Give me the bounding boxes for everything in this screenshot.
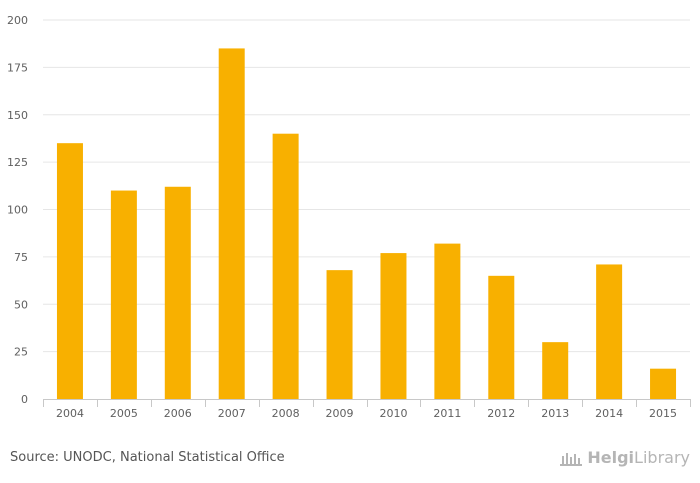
x-tick-label: 2010 [379,407,407,420]
bars [56,48,677,400]
brand-name-regular: Library [634,448,690,467]
bar-2008[interactable] [272,133,299,399]
y-tick-label: 50 [14,298,28,311]
x-tick-label: 2014 [595,407,623,420]
y-tick-label: 100 [7,204,28,217]
y-tick-label: 175 [7,61,28,74]
source-note: Source: UNODC, National Statistical Offi… [10,450,285,465]
bar-2005[interactable] [110,190,137,399]
x-axis [43,399,691,407]
x-tick-label: 2006 [164,407,192,420]
y-tick-label: 150 [7,109,28,122]
x-tick-label: 2012 [487,407,515,420]
bar-2015[interactable] [650,368,677,399]
x-tick-label: 2009 [326,407,354,420]
bar-2014[interactable] [596,264,623,399]
bar-2013[interactable] [542,342,569,399]
y-tick-label: 200 [7,14,28,27]
x-tick-label: 2011 [433,407,461,420]
bar-2011[interactable] [434,243,461,399]
brand-name-bold: Helgi [587,448,635,467]
bar-2004[interactable] [56,143,83,399]
y-tick-label: 0 [21,393,28,406]
x-tick-label: 2015 [649,407,677,420]
x-tick-label: 2007 [218,407,246,420]
bar-2009[interactable] [326,270,353,399]
x-tick-label: 2013 [541,407,569,420]
bar-2006[interactable] [164,186,191,399]
bar-2010[interactable] [380,253,407,399]
y-tick-label: 75 [14,251,28,264]
gridlines [43,19,690,353]
x-tick-label: 2004 [56,407,84,420]
y-axis-tick-labels: 0 25 50 75 100 125 150 175 200 [7,14,28,406]
helgilibrary-logo: HelgiLibrary [559,448,690,467]
x-tick-label: 2008 [272,407,300,420]
y-tick-label: 125 [7,156,28,169]
bar-2012[interactable] [488,275,515,399]
x-axis-tick-labels: 2004 2005 2006 2007 2008 2009 2010 2011 2012 2013… [56,407,677,420]
library-building-icon [560,452,583,466]
brand-wordmark: HelgiLibrary [587,448,690,467]
x-tick-label: 2005 [110,407,138,420]
y-tick-label: 25 [14,346,28,359]
bar-2007[interactable] [218,48,245,400]
